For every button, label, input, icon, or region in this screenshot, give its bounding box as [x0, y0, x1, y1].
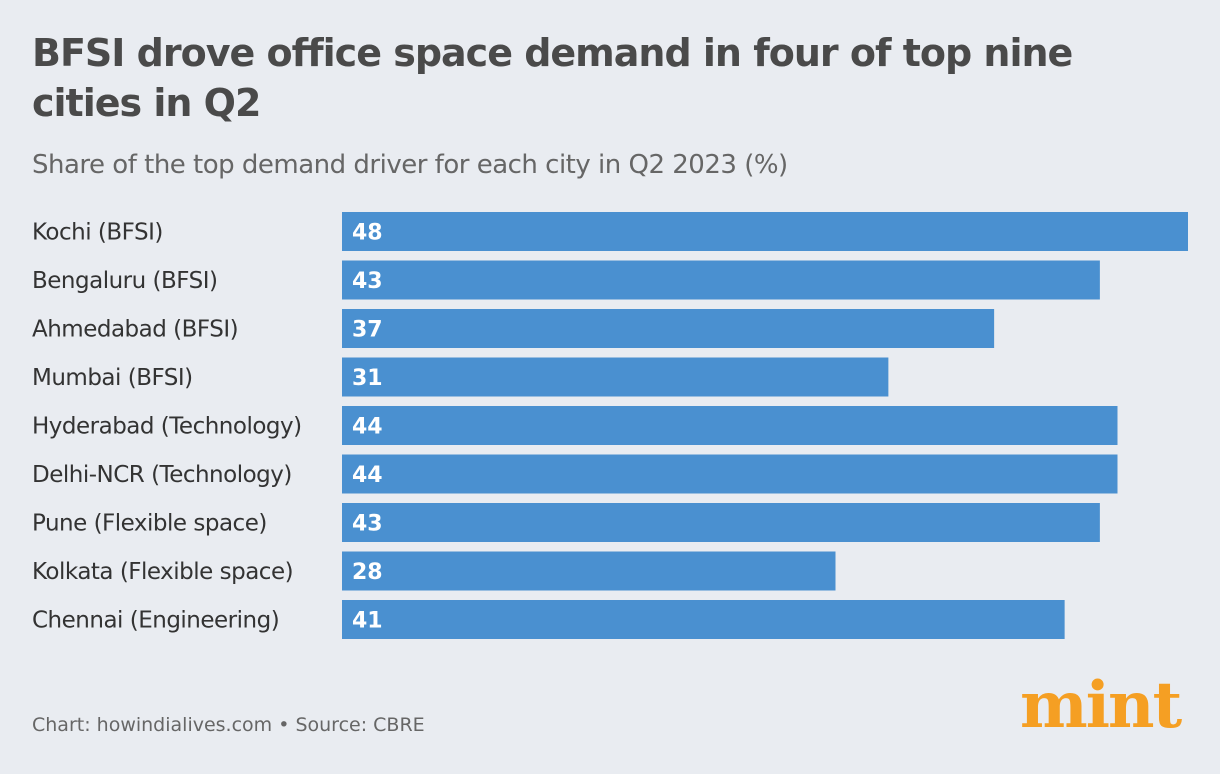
category-label: Pune (Flexible space) — [32, 511, 267, 537]
data-label: 43 — [352, 512, 383, 537]
category-label: Hyderabad (Technology) — [32, 414, 302, 440]
data-label: 43 — [352, 269, 383, 294]
category-label: Mumbai (BFSI) — [32, 365, 193, 391]
data-label: 41 — [352, 609, 383, 634]
data-label: 48 — [352, 221, 383, 246]
source-note: Chart: howindialives.com • Source: CBRE — [32, 714, 425, 736]
bar — [342, 260, 1100, 300]
bar — [342, 406, 1118, 445]
bar — [342, 600, 1065, 639]
category-label: Kochi (BFSI) — [32, 220, 163, 246]
category-label: Ahmedabad (BFSI) — [32, 317, 238, 343]
data-label: 37 — [352, 318, 383, 343]
bar — [342, 212, 1188, 251]
category-label: Chennai (Engineering) — [32, 608, 279, 634]
chart-subtitle: Share of the top demand driver for each … — [32, 150, 788, 180]
mint-logo: mint — [1020, 668, 1182, 743]
category-label: Kolkata (Flexible space) — [32, 559, 293, 585]
bar — [342, 357, 889, 397]
data-label: 28 — [352, 560, 383, 585]
chart-title: BFSI drove office space demand in four o… — [32, 31, 1073, 125]
bar — [342, 454, 1118, 494]
data-label: 31 — [352, 366, 383, 391]
data-label: 44 — [352, 415, 383, 440]
category-label: Bengaluru (BFSI) — [32, 268, 217, 294]
category-label: Delhi-NCR (Technology) — [32, 462, 292, 488]
data-label: 44 — [352, 463, 383, 488]
bar — [342, 309, 995, 348]
bar — [342, 551, 836, 591]
bar — [342, 503, 1100, 542]
